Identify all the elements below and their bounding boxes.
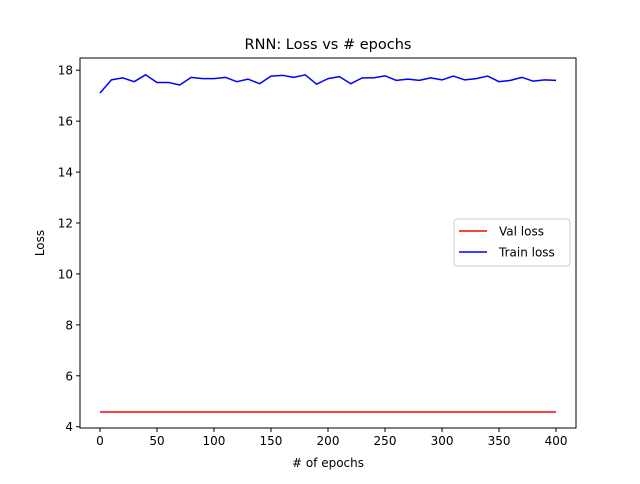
x-tick-label-4: 200 xyxy=(317,434,340,448)
legend-label-0: Val loss xyxy=(499,225,544,239)
x-tick-label-3: 150 xyxy=(260,434,283,448)
y-tick-label-1: 6 xyxy=(65,369,73,383)
chart-title: RNN: Loss vs # epochs xyxy=(245,37,412,53)
x-tick-label-6: 300 xyxy=(431,434,454,448)
x-axis-label: # of epochs xyxy=(292,456,364,470)
legend-label-1: Train loss xyxy=(498,246,555,260)
x-tick-label-0: 0 xyxy=(96,434,104,448)
y-axis-label: Loss xyxy=(33,230,47,256)
y-tick-label-6: 16 xyxy=(58,115,73,129)
x-tick-label-7: 350 xyxy=(488,434,511,448)
y-tick-label-4: 12 xyxy=(58,217,73,231)
legend: Val loss Train loss xyxy=(453,218,571,267)
y-axis: 4 6 8 10 12 14 16 18 xyxy=(58,64,80,434)
y-tick-label-0: 4 xyxy=(65,420,73,434)
y-tick-label-7: 18 xyxy=(58,64,73,78)
axes-frame xyxy=(79,57,577,429)
series-line-1 xyxy=(99,74,557,94)
x-tick-label-5: 250 xyxy=(374,434,397,448)
y-tick-label-3: 10 xyxy=(58,267,73,281)
x-tick-label-2: 100 xyxy=(203,434,226,448)
x-axis: 0 50 100 150 200 250 300 350 400 xyxy=(96,428,567,448)
x-tick-label-1: 50 xyxy=(149,434,164,448)
x-tick-label-8: 400 xyxy=(545,434,568,448)
y-tick-label-2: 8 xyxy=(65,318,73,332)
plot-lines xyxy=(99,74,557,413)
y-tick-label-5: 14 xyxy=(58,166,73,180)
